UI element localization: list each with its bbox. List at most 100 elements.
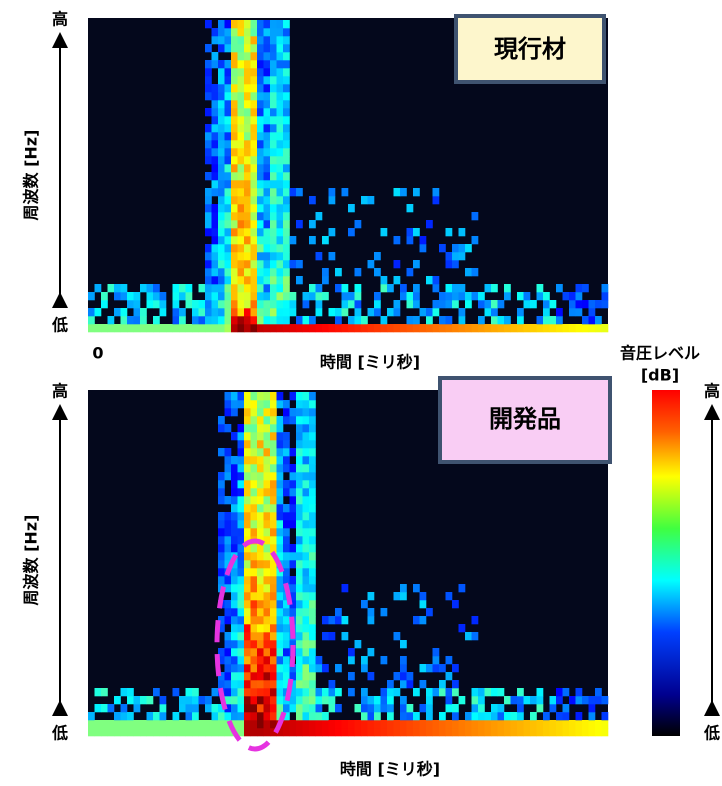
spectrogram-cell (270, 36, 277, 45)
spectrogram-cell (270, 432, 277, 441)
spectrogram-cell (302, 544, 310, 553)
spectrogram-cell (140, 324, 147, 333)
spectrogram-cell (582, 720, 589, 729)
spectrogram-cell (218, 528, 225, 537)
spectrogram-cell (224, 76, 232, 85)
title-box (438, 376, 612, 464)
spectrogram-cell (543, 324, 550, 333)
spectrogram-cell (283, 220, 290, 229)
spectrogram-cell (237, 228, 245, 237)
spectrogram-cell (497, 324, 505, 333)
spectrogram-cell (257, 84, 264, 93)
spectrogram-cell (231, 276, 238, 285)
spectrogram-cell (276, 100, 284, 109)
spectrogram-cell (244, 632, 251, 641)
spectrogram-cell (283, 608, 290, 617)
spectrogram-cell (374, 712, 381, 721)
spectrogram-cell (237, 140, 245, 149)
spectrogram-cell (588, 720, 596, 729)
spectrogram-cell (478, 712, 485, 721)
spectrogram-cell (237, 592, 245, 601)
spectrogram-cell (471, 688, 479, 697)
spectrogram-cell (439, 292, 446, 301)
spectrogram-cell (237, 552, 245, 561)
spectrogram-cell (211, 292, 219, 301)
spectrogram-cell (218, 316, 225, 325)
spectrogram-cell (224, 212, 232, 221)
spectrogram-cell (257, 656, 264, 665)
spectrogram-cell (250, 172, 258, 181)
spectrogram-cell (133, 308, 141, 317)
spectrogram-cell (218, 252, 225, 261)
spectrogram-cell (244, 640, 251, 649)
spectrogram-cell (153, 688, 160, 697)
spectrogram-cell (263, 52, 271, 61)
spectrogram-cell (172, 712, 180, 721)
spectrogram-cell (289, 408, 297, 417)
spectrogram-cell (309, 504, 316, 513)
spectrogram-cell (127, 292, 134, 301)
spectrogram-cell (179, 292, 186, 301)
spectrogram-cell (231, 28, 238, 37)
spectrogram-cell (601, 696, 609, 705)
spectrogram-cell (224, 392, 232, 401)
spectrogram-cell (276, 60, 284, 69)
spectrogram-cell (120, 720, 128, 729)
spectrogram-cell (413, 324, 420, 333)
spectrogram-cell (296, 432, 303, 441)
spectrogram-cell (231, 324, 238, 333)
spectrogram-cell (237, 148, 245, 157)
spectrogram-cell (296, 672, 303, 681)
spectrogram-cell (309, 464, 316, 473)
spectrogram-cell (218, 472, 225, 481)
spectrogram-cell (283, 544, 290, 553)
spectrogram-cell (309, 316, 316, 325)
spectrogram-cell (517, 316, 524, 325)
spectrogram-cell (218, 44, 225, 53)
spectrogram-cell (231, 568, 238, 577)
spectrogram-cell (88, 324, 95, 333)
spectrogram-cell (231, 696, 238, 705)
spectrogram-cell (270, 576, 277, 585)
spectrogram-cell (523, 720, 531, 729)
spectrogram-cell (289, 544, 297, 553)
spectrogram-cell (211, 252, 219, 261)
spectrogram-cell (432, 324, 440, 333)
spectrogram-cell (263, 648, 271, 657)
spectrogram-cell (354, 268, 362, 277)
spectrogram-cell (263, 92, 271, 101)
spectrogram-cell (491, 688, 498, 697)
spectrogram-cell (263, 228, 271, 237)
spectrogram-cell (283, 252, 290, 261)
spectrogram-cell (283, 260, 290, 269)
spectrogram-cell (289, 308, 297, 317)
spectrogram-cell (296, 624, 303, 633)
spectrogram-cell (354, 728, 362, 737)
spectrogram-cell (250, 600, 258, 609)
spectrogram-cell (166, 324, 173, 333)
spectrogram-cell (231, 180, 238, 189)
spectrogram-cell (413, 292, 420, 301)
spectrogram-cell (400, 712, 407, 721)
spectrogram-cell (224, 196, 232, 205)
spectrogram-cell (335, 316, 342, 325)
spectrogram-cell (283, 480, 290, 489)
spectrogram-cell (257, 28, 264, 37)
spectrogram-cell (445, 284, 453, 293)
spectrogram-cell (237, 164, 245, 173)
spectrogram-cell (289, 392, 297, 401)
spectrogram-cell (263, 132, 271, 141)
spectrogram-cell (328, 720, 336, 729)
spectrogram-cell (458, 584, 466, 593)
spectrogram-cell (556, 720, 563, 729)
spectrogram-cell (504, 712, 511, 721)
spectrogram-cell (257, 392, 264, 401)
spectrogram-cell (205, 172, 212, 181)
spectrogram-cell (114, 696, 121, 705)
spectrogram-cell (530, 720, 537, 729)
spectrogram-cell (276, 608, 284, 617)
spectrogram-cell (237, 212, 245, 221)
spectrogram-cell (283, 268, 290, 277)
spectrogram-cell (231, 228, 238, 237)
spectrogram-cell (224, 20, 232, 29)
